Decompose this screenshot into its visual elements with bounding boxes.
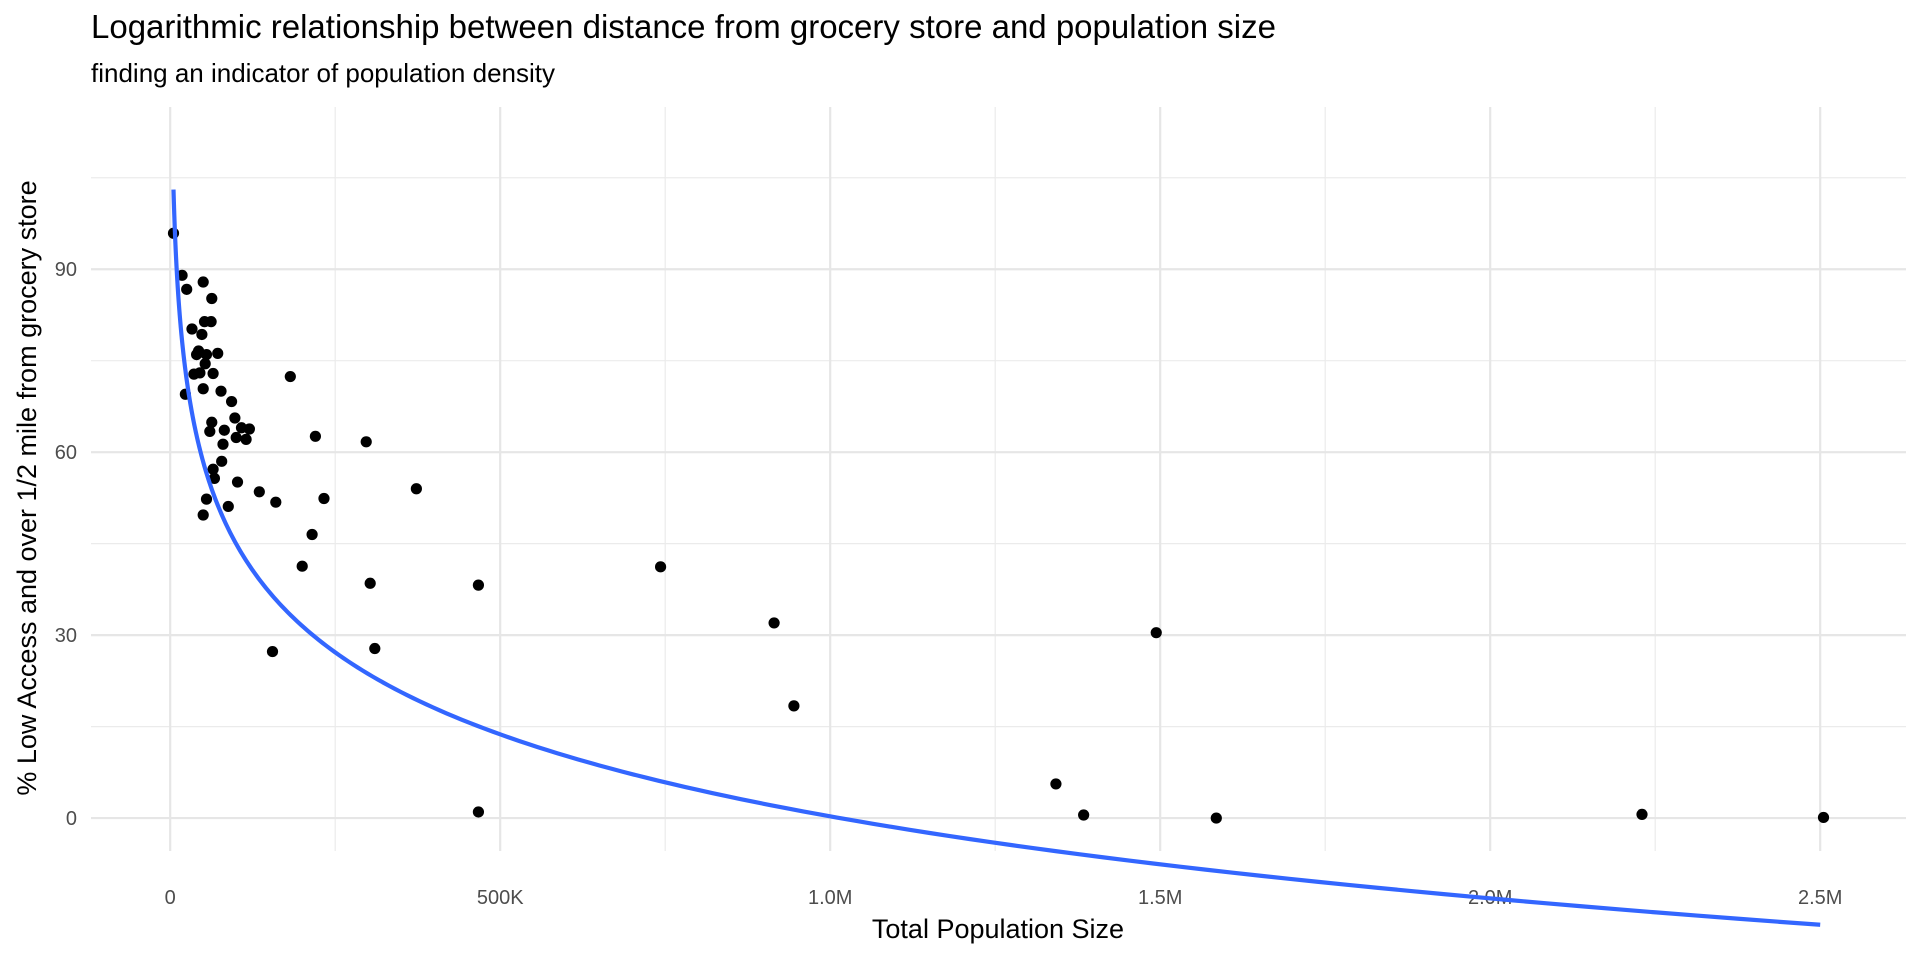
data-point <box>410 483 422 495</box>
data-point <box>306 528 318 541</box>
major-gridlines <box>91 107 1906 851</box>
data-point <box>309 430 321 442</box>
data-point <box>788 700 800 712</box>
x-tick-label: 500K <box>477 887 524 909</box>
data-point <box>200 493 213 505</box>
y-tick-label: 60 <box>55 442 77 464</box>
data-point <box>1817 811 1830 824</box>
x-tick-label: 1.0M <box>808 887 852 909</box>
x-tick-label: 2.5M <box>1798 887 1842 909</box>
data-point <box>217 438 229 450</box>
data-point <box>472 579 485 591</box>
data-point <box>218 424 230 436</box>
data-point <box>206 416 218 428</box>
minor-gridlines <box>91 107 1906 851</box>
data-point <box>222 500 234 513</box>
x-tick-label: 1.5M <box>1138 887 1182 909</box>
data-point <box>206 292 218 305</box>
data-point <box>253 486 265 498</box>
data-point <box>197 509 209 521</box>
data-point <box>1636 808 1648 821</box>
data-point <box>208 472 221 484</box>
data-point <box>207 463 219 475</box>
data-point <box>176 269 188 281</box>
data-point <box>768 617 780 629</box>
chart-subtitle: finding an indicator of population densi… <box>91 58 555 88</box>
data-point <box>243 423 255 435</box>
y-tick-label: 30 <box>55 625 77 647</box>
data-point <box>181 283 193 295</box>
y-tick-label: 0 <box>66 808 77 830</box>
y-axis-ticks: 0 30 60 90 <box>55 259 77 830</box>
data-points <box>167 227 1830 824</box>
data-point <box>270 496 282 508</box>
data-point <box>1150 627 1162 639</box>
data-point <box>1078 809 1090 821</box>
y-axis-title: % Low Access and over 1/2 mile from groc… <box>12 180 42 795</box>
data-point <box>230 431 242 444</box>
chart-title: Logarithmic relationship between distanc… <box>91 8 1276 45</box>
data-point <box>318 492 330 505</box>
data-point <box>266 645 279 658</box>
data-point <box>1050 778 1062 790</box>
data-point <box>205 316 217 328</box>
data-point <box>364 577 376 589</box>
data-point <box>369 642 381 655</box>
data-point <box>200 348 213 361</box>
data-point <box>207 367 219 380</box>
data-point <box>225 395 238 408</box>
data-point <box>194 367 206 379</box>
data-point <box>196 328 208 341</box>
data-point <box>197 383 209 395</box>
data-point <box>284 370 296 383</box>
data-point <box>204 425 216 438</box>
data-point <box>197 276 209 288</box>
data-point <box>186 323 198 335</box>
data-point <box>296 560 308 572</box>
x-axis-title: Total Population Size <box>872 914 1124 944</box>
data-point <box>212 347 224 359</box>
data-point <box>472 806 485 818</box>
data-point <box>229 412 241 424</box>
data-point <box>215 385 227 397</box>
data-point <box>231 476 244 488</box>
data-point <box>240 433 252 445</box>
x-tick-label: 0 <box>165 887 176 909</box>
data-point <box>654 561 667 573</box>
fit-line <box>171 189 1821 927</box>
data-point <box>360 436 372 448</box>
data-point <box>199 358 211 370</box>
data-point <box>1210 812 1222 824</box>
y-tick-label: 90 <box>55 259 77 281</box>
data-point <box>216 455 228 467</box>
fit-line-group <box>171 189 1821 927</box>
